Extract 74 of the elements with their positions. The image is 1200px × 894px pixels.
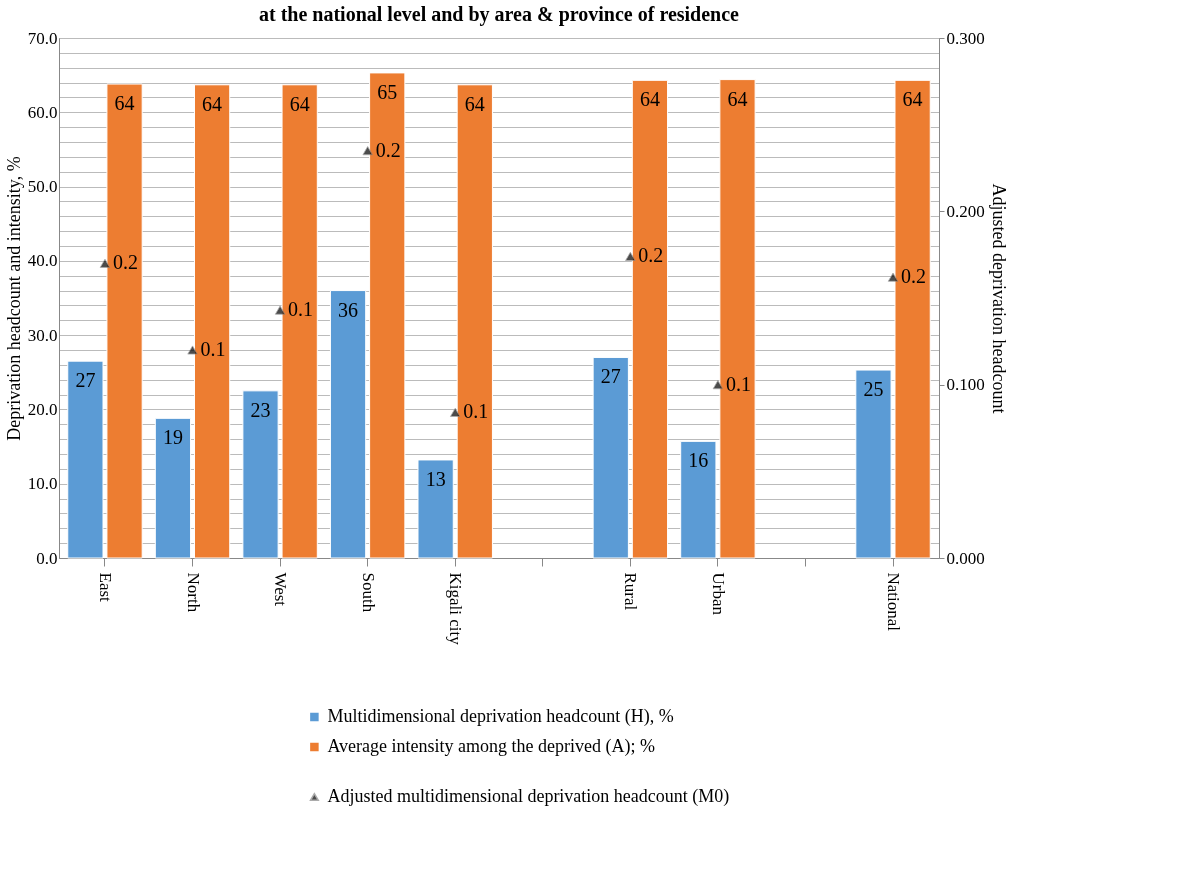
bar bbox=[719, 79, 756, 559]
y2-axis-title: Adjusted deprivation headcount bbox=[988, 183, 1009, 414]
point bbox=[99, 258, 111, 268]
x-tick-label: West bbox=[271, 572, 291, 607]
y-tick-label: 20.0 bbox=[27, 399, 58, 419]
point bbox=[887, 272, 899, 282]
x-tick-label: South bbox=[358, 572, 378, 613]
bar bbox=[680, 440, 717, 559]
data-label: 0.1 bbox=[463, 400, 489, 423]
chart-title: at the national level and by area & province of residence bbox=[259, 3, 740, 26]
y-axis-title: Deprivation headcount and intensity, % bbox=[3, 156, 24, 441]
data-label: 0.2 bbox=[375, 138, 401, 161]
y-tick-label: 10.0 bbox=[27, 474, 58, 494]
data-label: 27 bbox=[75, 369, 96, 392]
bar bbox=[369, 72, 406, 559]
x-tick-label: East bbox=[95, 572, 115, 603]
point bbox=[450, 407, 461, 417]
data-label: 16 bbox=[688, 449, 709, 472]
legend-label: Multidimensional deprivation headcount (H), % bbox=[327, 706, 674, 727]
data-label: 23 bbox=[250, 398, 271, 421]
data-label: 64 bbox=[202, 92, 223, 115]
bar bbox=[894, 79, 931, 559]
point bbox=[362, 146, 373, 156]
y2-tick-label: 0.100 bbox=[946, 375, 985, 395]
data-label: 0.2 bbox=[901, 265, 927, 288]
bar bbox=[631, 79, 669, 559]
y-tick-label: 0.0 bbox=[36, 548, 58, 568]
data-label: 0.1 bbox=[288, 298, 314, 321]
x-tick-label: North bbox=[183, 572, 203, 613]
data-label: 65 bbox=[377, 80, 398, 103]
data-label: 64 bbox=[727, 87, 748, 110]
x-tick-label: National bbox=[884, 572, 904, 632]
bar bbox=[592, 356, 629, 559]
bar bbox=[329, 290, 367, 559]
y2-tick-label: 0.200 bbox=[946, 201, 985, 221]
bar bbox=[193, 84, 231, 559]
bar bbox=[154, 417, 192, 559]
y-tick-label: 70.0 bbox=[27, 28, 58, 48]
data-label: 64 bbox=[464, 92, 485, 115]
x-tick-label: Urban bbox=[708, 572, 728, 616]
y-tick-label: 30.0 bbox=[27, 325, 58, 345]
point bbox=[187, 345, 198, 355]
y2-tick-label: 0.000 bbox=[946, 548, 985, 568]
bar bbox=[281, 84, 318, 559]
bar bbox=[106, 83, 143, 559]
data-label: 0.1 bbox=[200, 338, 226, 360]
point bbox=[625, 251, 636, 261]
y-tick-label: 40.0 bbox=[27, 251, 58, 271]
y-tick-label: 50.0 bbox=[27, 177, 58, 197]
x-tick-label: Rural bbox=[621, 572, 641, 611]
data-label: 13 bbox=[425, 467, 446, 490]
y2-tick-label: 0.300 bbox=[946, 28, 985, 48]
bar bbox=[456, 84, 493, 559]
bar bbox=[67, 360, 104, 559]
bar bbox=[417, 459, 454, 559]
data-label: 64 bbox=[114, 92, 135, 115]
point bbox=[712, 380, 724, 390]
bar bbox=[242, 390, 279, 559]
data-label: 27 bbox=[600, 365, 621, 388]
legend-label: Average intensity among the deprived (A); % bbox=[327, 736, 655, 757]
data-label: 64 bbox=[639, 88, 660, 111]
data-label: 25 bbox=[863, 378, 884, 401]
x-tick-label: Kigali city bbox=[446, 572, 466, 646]
data-label: 64 bbox=[289, 92, 310, 115]
data-label: 0.2 bbox=[112, 251, 138, 274]
y-tick-label: 60.0 bbox=[27, 102, 58, 122]
bar bbox=[855, 369, 892, 559]
data-label: 19 bbox=[162, 426, 183, 449]
data-label: 0.1 bbox=[725, 372, 751, 395]
data-label: 0.2 bbox=[638, 244, 664, 267]
legend-label: Adjusted multidimensional deprivation headcount (M0) bbox=[327, 786, 730, 807]
data-label: 36 bbox=[338, 298, 359, 321]
point bbox=[274, 305, 286, 315]
data-label: 64 bbox=[902, 88, 923, 111]
